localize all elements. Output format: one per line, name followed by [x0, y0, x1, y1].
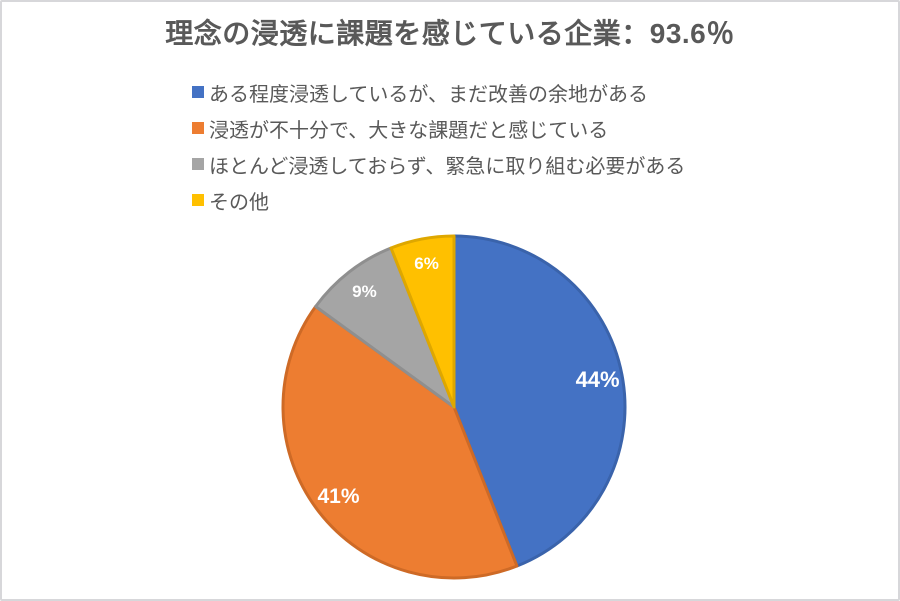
- pie-slice-3: [314, 246, 456, 409]
- legend-label: その他: [209, 191, 269, 214]
- legend-item: ほとんど浸透しておらず、緊急に取り組む必要がある: [192, 146, 685, 182]
- pie-data-label: 6%: [414, 254, 439, 273]
- pie-data-label: 41%: [317, 485, 359, 508]
- legend-label: 浸透が不十分で、大きな課題だと感じている: [209, 119, 609, 142]
- legend-item: ある程度浸透しているが、まだ改善の余地がある: [192, 74, 685, 110]
- chart-title: 理念の浸透に課題を感じている企業：93.6％: [165, 18, 735, 49]
- legend-item: 浸透が不十分で、大きな課題だと感じている: [192, 110, 685, 146]
- legend-marker-icon: [192, 86, 204, 98]
- legend-marker-icon: [192, 158, 204, 170]
- legend-item: その他: [192, 182, 685, 218]
- legend-marker-icon: [192, 194, 204, 206]
- legend: ある程度浸透しているが、まだ改善の余地がある 浸透が不十分で、大きな課題だと感じて…: [192, 74, 685, 218]
- legend-label: ある程度浸透しているが、まだ改善の余地がある: [209, 83, 648, 106]
- legend-label: ほとんど浸透しておらず、緊急に取り組む必要がある: [209, 155, 686, 178]
- legend-marker-icon: [192, 122, 204, 134]
- pie-slice-2: [281, 304, 519, 580]
- pie-data-label: 44%: [576, 367, 620, 392]
- pie-slice-4: [389, 234, 456, 409]
- pie-slice-1: [452, 234, 627, 568]
- pie-data-label: 9%: [352, 282, 377, 301]
